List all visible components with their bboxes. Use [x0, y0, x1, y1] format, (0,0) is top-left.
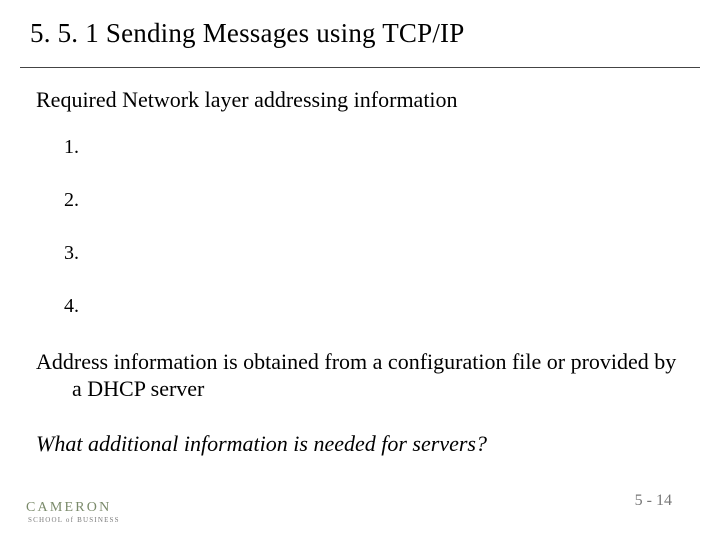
logo-sub-text: SCHOOL of BUSINESS [28, 517, 120, 524]
title-region: 5. 5. 1 Sending Messages using TCP/IP [0, 0, 720, 57]
logo: CAMERON SCHOOL of BUSINESS [26, 501, 120, 524]
subtitle-text: Required Network layer addressing inform… [36, 86, 690, 114]
list-item: 1. [64, 136, 690, 159]
page-number: 5 - 14 [635, 492, 672, 510]
paragraph-text: Address information is obtained from a c… [36, 348, 690, 403]
slide: 5. 5. 1 Sending Messages using TCP/IP Re… [0, 0, 720, 540]
numbered-list: 1. 2. 3. 4. [64, 136, 690, 318]
list-item: 2. [64, 189, 690, 212]
logo-main-text: CAMERON [26, 501, 111, 515]
body-region: Required Network layer addressing inform… [0, 68, 720, 457]
question-text: What additional information is needed fo… [36, 431, 690, 457]
list-item: 4. [64, 295, 690, 318]
slide-title: 5. 5. 1 Sending Messages using TCP/IP [30, 18, 700, 49]
list-item: 3. [64, 242, 690, 265]
